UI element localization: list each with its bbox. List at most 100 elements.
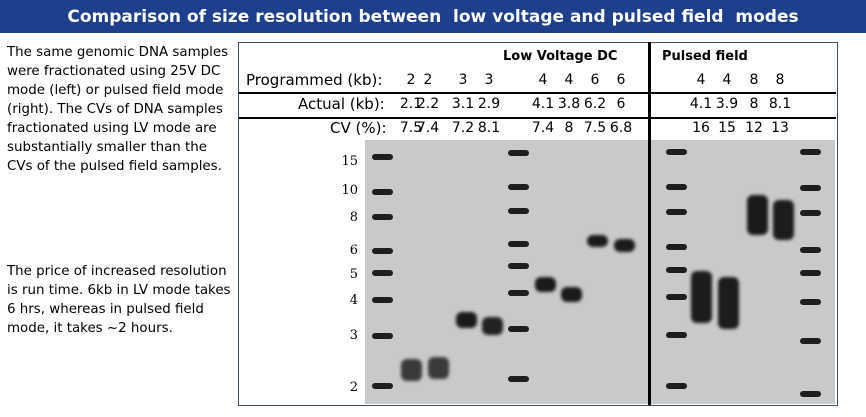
section-low-voltage: Low Voltage DC [503, 49, 618, 64]
programmed-value: 6 [590, 72, 600, 88]
programmed-value: 8 [749, 72, 759, 88]
cv-value: 8 [564, 120, 574, 136]
divider [239, 117, 836, 119]
ladder-band [508, 184, 529, 190]
ladder-band [800, 270, 821, 276]
programmed-value: 4 [722, 72, 732, 88]
ladder-band [666, 184, 687, 190]
ladder-band [800, 185, 821, 191]
cv-value: 7.4 [416, 120, 440, 136]
cv-value: 7.2 [451, 120, 475, 136]
sample-band [691, 271, 712, 323]
ladder-band [666, 149, 687, 155]
ladder-band [508, 241, 529, 247]
marker-size-label: 10 [341, 183, 358, 198]
programmed-value: 3 [484, 72, 494, 88]
ladder-band [372, 383, 393, 389]
actual-value: 4.1 [531, 96, 555, 112]
marker-size-label: 4 [349, 293, 358, 308]
ladder-band [800, 338, 821, 344]
ladder-band [666, 294, 687, 300]
marker-size-label: 6 [349, 243, 358, 258]
actual-value: 2.1 [399, 96, 423, 112]
ladder-band [800, 391, 821, 397]
actual-value: 3.1 [451, 96, 475, 112]
actual-value: 3.9 [715, 96, 739, 112]
ladder-band [666, 244, 687, 250]
section-pulsed-field: Pulsed field [662, 49, 748, 64]
programmed-value: 6 [616, 72, 626, 88]
ladder-band [372, 214, 393, 220]
cv-value: 16 [692, 120, 710, 136]
programmed-value: 2 [406, 72, 416, 88]
cv-value: 7.5 [399, 120, 423, 136]
sample-band [747, 195, 768, 235]
programmed-value: 4 [696, 72, 706, 88]
ladder-band [508, 326, 529, 332]
ladder-band [372, 297, 393, 303]
actual-value: 8 [749, 96, 759, 112]
ladder-band [800, 210, 821, 216]
row-label-actual: Actual (kb): [298, 95, 385, 113]
ladder-band [508, 290, 529, 296]
cv-value: 7.5 [583, 120, 607, 136]
programmed-value: 8 [775, 72, 785, 88]
row-label-cv: CV (%): [330, 119, 387, 137]
ladder-band [508, 150, 529, 156]
sample-band [401, 359, 422, 381]
ladder-band [666, 267, 687, 273]
ladder-band [800, 299, 821, 305]
marker-size-label: 3 [349, 328, 358, 343]
programmed-value: 4 [538, 72, 548, 88]
marker-size-label: 5 [349, 267, 358, 282]
marker-size-label: 2 [349, 380, 358, 395]
ladder-band [666, 332, 687, 338]
figure-frame [238, 42, 838, 406]
sample-band [614, 238, 635, 252]
sample-band [718, 277, 739, 329]
cv-value: 6.8 [609, 120, 633, 136]
ladder-band [372, 333, 393, 339]
cv-value: 13 [771, 120, 789, 136]
actual-value: 4.1 [689, 96, 713, 112]
marker-size-label: 8 [349, 210, 358, 225]
sample-band [561, 286, 582, 302]
description-paragraph: The same genomic DNA samples were fracti… [7, 45, 229, 174]
cv-value: 8.1 [477, 120, 501, 136]
runtime-paragraph: The price of increased resolution is run… [7, 264, 231, 336]
ladder-band [372, 248, 393, 254]
sample-band [535, 276, 556, 292]
ladder-band [800, 247, 821, 253]
ladder-band [508, 208, 529, 214]
sample-band [428, 357, 449, 379]
ladder-band [666, 383, 687, 389]
programmed-value: 4 [564, 72, 574, 88]
ladder-band [508, 263, 529, 269]
cv-value: 15 [718, 120, 736, 136]
actual-value: 2.2 [416, 96, 440, 112]
actual-value: 3.8 [557, 96, 581, 112]
actual-value: 6.2 [583, 96, 607, 112]
cv-value: 12 [745, 120, 763, 136]
programmed-value: 2 [423, 72, 433, 88]
slide-title: Comparison of size resolution between lo… [0, 0, 866, 33]
actual-value: 6 [616, 96, 626, 112]
ladder-band [508, 376, 529, 382]
ladder-band [372, 154, 393, 160]
actual-value: 2.9 [477, 96, 501, 112]
divider [239, 92, 836, 94]
ladder-band [372, 270, 393, 276]
sample-band [587, 235, 608, 247]
actual-value: 8.1 [768, 96, 792, 112]
cv-value: 7.4 [531, 120, 555, 136]
sample-band [456, 312, 477, 328]
row-label-programmed: Programmed (kb): [246, 71, 383, 89]
marker-size-label: 15 [341, 154, 358, 169]
gel-divider [648, 42, 651, 405]
sample-band [482, 317, 503, 335]
ladder-band [666, 209, 687, 215]
ladder-band [372, 189, 393, 195]
programmed-value: 3 [458, 72, 468, 88]
sample-band [773, 200, 794, 240]
ladder-band [800, 149, 821, 155]
